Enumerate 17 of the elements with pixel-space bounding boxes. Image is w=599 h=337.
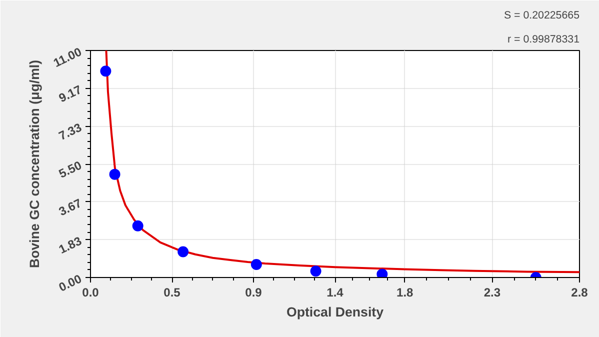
x-tick-label: 1.8 [396, 286, 414, 300]
x-tick-label: 0.5 [164, 286, 181, 300]
y-tick-label: 3.67 [56, 196, 84, 219]
x-tick-label: 1.4 [326, 286, 344, 300]
x-tick-label: 0.0 [82, 286, 100, 300]
y-tick-label: 11.00 [51, 44, 84, 70]
text: S = 0.20225665 [504, 10, 580, 22]
text: r = 0.99878331 [508, 34, 580, 46]
y-tick-label: 9.17 [56, 82, 84, 106]
y-tick-label: 5.50 [56, 158, 84, 181]
x-tick-label: 2.3 [484, 286, 501, 300]
y-tick-label: 1.83 [56, 234, 84, 257]
x-tick-label: 0.9 [245, 286, 262, 300]
y-axis-title: Bovine GC concentration (μg/ml) [27, 60, 42, 268]
x-axis-title: Optical Density [286, 304, 384, 320]
y-tick-label: 7.33 [56, 120, 84, 144]
x-tick-label: 2.8 [571, 286, 588, 300]
